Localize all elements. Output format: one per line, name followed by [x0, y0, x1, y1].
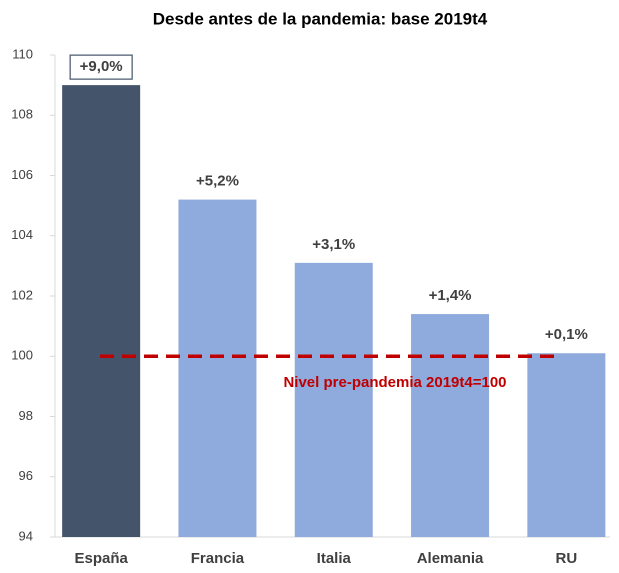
- chart-title: Desde antes de la pandemia: base 2019t4: [153, 9, 488, 28]
- y-tick-label: 96: [19, 468, 33, 483]
- y-tick-label: 98: [19, 408, 33, 423]
- x-tick-label: Francia: [191, 550, 245, 567]
- x-tick-label: Alemania: [417, 550, 484, 567]
- y-tick-label: 108: [11, 107, 33, 122]
- bar: [62, 85, 141, 537]
- y-tick-label: 100: [11, 348, 33, 363]
- y-tick-label: 102: [11, 287, 33, 302]
- value-label: +1,4%: [429, 287, 472, 304]
- value-label: +3,1%: [312, 236, 355, 253]
- x-tick-label: España: [74, 550, 128, 567]
- bar: [411, 314, 490, 537]
- y-tick-label: 106: [11, 167, 33, 182]
- bar: [178, 199, 257, 537]
- label-box: [69, 54, 133, 80]
- y-tick-label: 110: [12, 46, 33, 61]
- bar: [527, 353, 606, 537]
- y-tick-label: 104: [11, 227, 33, 242]
- annotation: Nivel pre-pandemia 2019t4=100: [283, 374, 506, 391]
- x-tick-label: RU: [556, 550, 578, 567]
- y-tick-label: 94: [19, 528, 33, 543]
- x-tick-label: Italia: [317, 550, 352, 567]
- value-label: +5,2%: [196, 173, 239, 190]
- value-label: +9,0%: [80, 58, 123, 75]
- bar: [294, 262, 373, 537]
- value-label: +0,1%: [545, 326, 588, 343]
